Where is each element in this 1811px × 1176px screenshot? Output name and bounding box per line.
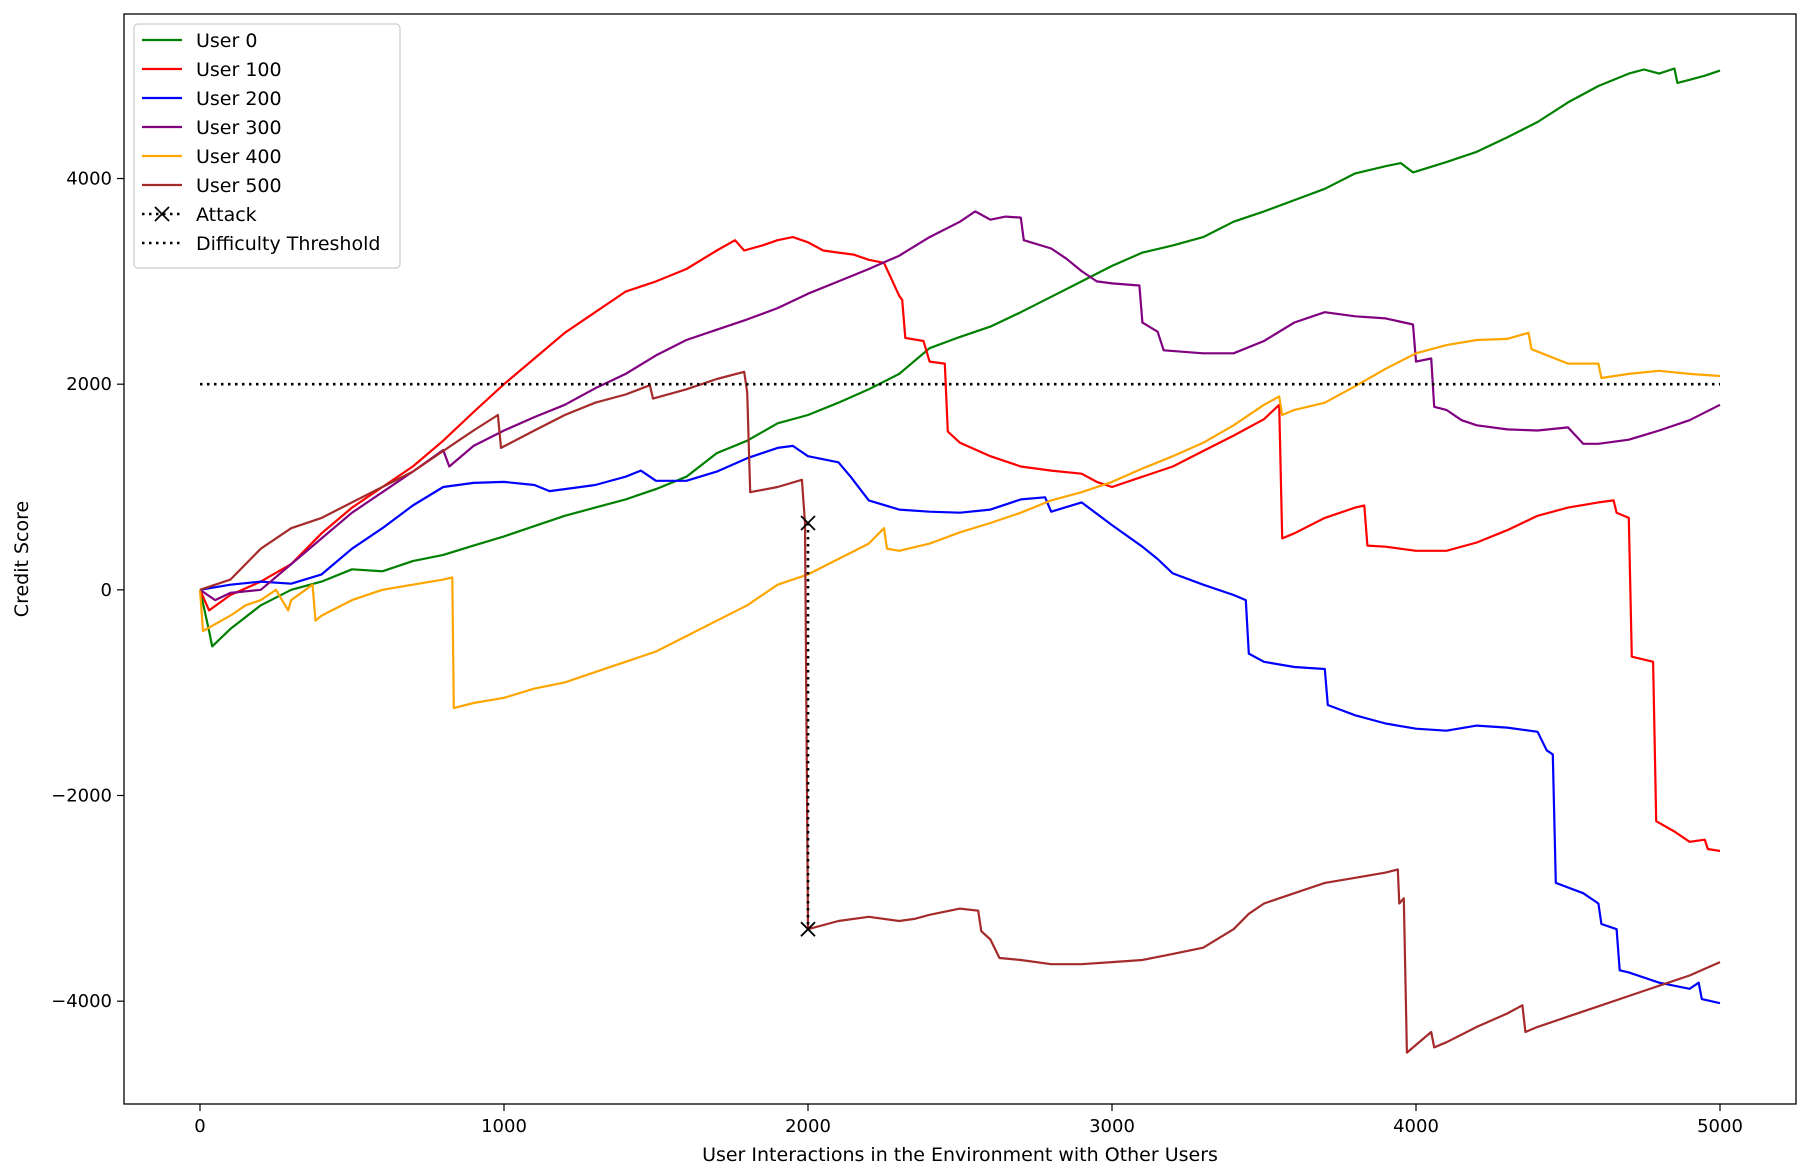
legend-item-user-400: User 400 <box>142 146 282 168</box>
legend-label: User 400 <box>196 146 282 168</box>
attack-marker-0 <box>800 515 816 531</box>
x-tick-label: 5000 <box>1697 1116 1743 1137</box>
x-tick-label: 1000 <box>481 1116 527 1137</box>
legend-label: User 300 <box>196 117 282 139</box>
x-tick-label: 0 <box>194 1116 205 1137</box>
legend-label: User 200 <box>196 88 282 110</box>
series-line-user-300 <box>199 210 1721 602</box>
legend-item-user-200: User 200 <box>142 88 282 110</box>
legend-item-user-0: User 0 <box>142 30 257 52</box>
legend-label: User 500 <box>196 175 282 197</box>
legend-item-user-500: User 500 <box>142 175 282 197</box>
series-line-user-400 <box>198 331 1721 710</box>
legend-box <box>133 23 401 269</box>
y-axis-label: Credit Score <box>11 501 33 617</box>
x-tick-label: 2000 <box>785 1116 831 1137</box>
legend-item-user-300: User 300 <box>142 117 282 139</box>
y-tick-label: 4000 <box>66 169 112 190</box>
series-line-user-100 <box>198 236 1721 853</box>
x-axis-label: User Interactions in the Environment wit… <box>702 1144 1218 1166</box>
legend-item-difficulty-threshold: Difficulty Threshold <box>142 233 380 255</box>
legend-label: User 0 <box>196 30 257 52</box>
legend-label: User 100 <box>196 59 282 81</box>
marker-layer <box>800 515 816 937</box>
y-tick-label: −4000 <box>51 991 112 1012</box>
legend-label: Attack <box>196 204 257 226</box>
series-line-user-500 <box>199 370 1721 1054</box>
series-line-user-200 <box>199 444 1721 1005</box>
y-tick-label: −2000 <box>51 786 112 807</box>
legend-item-user-100: User 100 <box>142 59 282 81</box>
legend: User 0 User 100 User 200 User 300 User 400 Us… <box>133 23 401 269</box>
y-tick-label: 0 <box>101 580 112 601</box>
legend-label: Difficulty Threshold <box>196 233 380 255</box>
y-axis: −4000 −2000 0 2000 4000 <box>51 169 124 1012</box>
attack-marker-1 <box>800 921 816 937</box>
x-tick-label: 4000 <box>1393 1116 1439 1137</box>
x-tick-label: 3000 <box>1089 1116 1135 1137</box>
series-line-user-0 <box>198 67 1721 648</box>
y-tick-label: 2000 <box>66 374 112 395</box>
x-axis: 0 1000 2000 3000 4000 5000 <box>194 1104 1743 1137</box>
series-layer <box>198 67 1721 1054</box>
plot-area-frame <box>123 13 1797 1105</box>
legend-item-attack: Attack <box>142 204 257 226</box>
